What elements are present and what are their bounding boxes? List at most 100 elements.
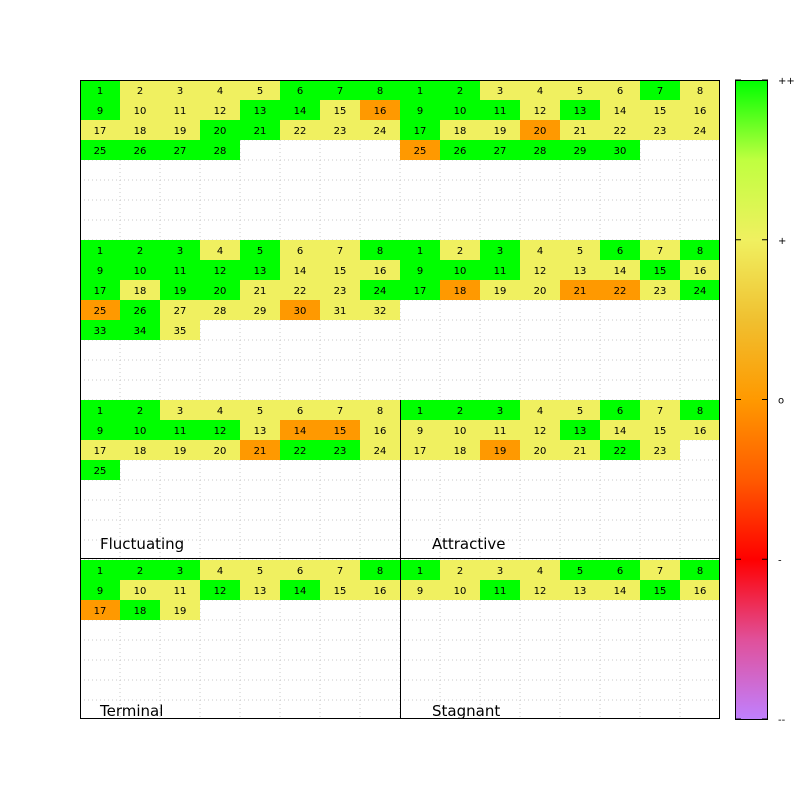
- heatmap-cell: [640, 260, 680, 280]
- heatmap-cell: [400, 400, 440, 420]
- cell-number-label: 13: [254, 266, 267, 277]
- heatmap-cell: [160, 240, 200, 260]
- cell-number-label: 24: [694, 286, 707, 297]
- cell-number-label: 5: [257, 566, 263, 577]
- heatmap-cell: [520, 80, 560, 100]
- heatmap-cell: [520, 140, 560, 160]
- cell-number-label: 6: [297, 566, 303, 577]
- cell-number-label: 23: [654, 286, 667, 297]
- heatmap-cell: [440, 120, 480, 140]
- cell-number-label: 15: [654, 426, 667, 437]
- cell-number-label: 24: [694, 126, 707, 137]
- cell-number-label: 4: [537, 406, 543, 417]
- heatmap-cell: [160, 600, 200, 620]
- cell-number-label: 19: [174, 286, 187, 297]
- heatmap-cell: [600, 100, 640, 120]
- cell-number-label: 18: [134, 446, 147, 457]
- heatmap-cell: [80, 560, 120, 580]
- cell-number-label: 4: [217, 566, 223, 577]
- heatmap-cell: [440, 560, 480, 580]
- cell-number-label: 12: [214, 266, 227, 277]
- heatmap-cell: [360, 580, 400, 600]
- cell-number-label: 19: [174, 126, 187, 137]
- heatmap-cell: [600, 440, 640, 460]
- cell-number-label: 6: [297, 246, 303, 257]
- cell-number-label: 11: [174, 106, 187, 117]
- heatmap-cell: [400, 580, 440, 600]
- colorbar: +++o---: [735, 76, 795, 726]
- colorbar-tick-label: ++: [778, 76, 795, 87]
- heatmap-cell: [440, 580, 480, 600]
- heatmap-cell: [560, 260, 600, 280]
- heatmap-cell: [280, 100, 320, 120]
- heatmap-cell: [360, 120, 400, 140]
- heatmap-cell: [640, 280, 680, 300]
- heatmap-cell: [200, 440, 240, 460]
- heatmap-cell: [200, 580, 240, 600]
- cell-number-label: 23: [654, 126, 667, 137]
- cell-number-label: 8: [377, 406, 383, 417]
- cell-number-label: 20: [214, 286, 227, 297]
- heatmap-cell: [400, 280, 440, 300]
- heatmap-cell: [240, 300, 280, 320]
- cell-number-label: 14: [614, 426, 627, 437]
- heatmap-cell: [400, 240, 440, 260]
- cell-number-label: 21: [574, 126, 587, 137]
- cell-number-label: 1: [417, 86, 423, 97]
- heatmap-cell: [320, 560, 360, 580]
- cell-number-label: 5: [577, 86, 583, 97]
- cell-number-label: 7: [657, 406, 663, 417]
- cell-number-label: 15: [334, 266, 347, 277]
- heatmap-cell: [320, 260, 360, 280]
- cell-number-label: 1: [97, 86, 103, 97]
- cell-number-label: 15: [334, 426, 347, 437]
- heatmap-cell: [560, 80, 600, 100]
- cell-number-label: 19: [494, 446, 507, 457]
- quadrant-label-stagnant: Stagnant: [432, 702, 500, 720]
- heatmap-cell: [320, 440, 360, 460]
- heatmap-cell: [120, 140, 160, 160]
- heatmap-cell: [680, 80, 720, 100]
- heatmap-cell: [640, 240, 680, 260]
- heatmap-cell: [480, 580, 520, 600]
- cell-number-label: 11: [494, 426, 507, 437]
- heatmap-cell: [280, 280, 320, 300]
- cell-number-label: 22: [614, 286, 627, 297]
- cell-number-label: 2: [137, 566, 143, 577]
- heatmap-cell: [520, 240, 560, 260]
- heatmap-cell: [80, 300, 120, 320]
- cell-number-label: 24: [374, 286, 387, 297]
- heatmap-cell: [200, 420, 240, 440]
- cell-number-label: 6: [297, 86, 303, 97]
- cell-number-label: 14: [294, 106, 307, 117]
- cell-number-label: 9: [97, 426, 103, 437]
- heatmap-cell: [560, 560, 600, 580]
- heatmap-cell: [600, 80, 640, 100]
- heatmap-cell: [200, 240, 240, 260]
- cell-number-label: 3: [177, 406, 183, 417]
- heatmap-cell: [440, 100, 480, 120]
- cell-number-label: 27: [174, 146, 187, 157]
- heatmap-cell: [240, 280, 280, 300]
- cell-number-label: 7: [657, 86, 663, 97]
- heatmap-cell: [120, 260, 160, 280]
- cell-number-label: 3: [497, 566, 503, 577]
- cell-number-label: 9: [417, 266, 423, 277]
- cell-number-label: 15: [654, 106, 667, 117]
- panel-8: 1 2 3 4 5 6 7 89 10 11 12 13 14 15 16: [400, 560, 720, 600]
- heatmap-cell: [680, 580, 720, 600]
- cell-number-label: 4: [217, 86, 223, 97]
- cell-number-label: 23: [334, 286, 347, 297]
- heatmap-cell: [400, 260, 440, 280]
- cell-number-label: 19: [494, 126, 507, 137]
- cell-number-label: 9: [417, 586, 423, 597]
- heatmap-cell: [320, 240, 360, 260]
- heatmap-cell: [640, 120, 680, 140]
- cell-number-label: 11: [494, 266, 507, 277]
- cell-number-label: 11: [174, 426, 187, 437]
- heatmap-cell: [360, 560, 400, 580]
- heatmap-cell: [80, 100, 120, 120]
